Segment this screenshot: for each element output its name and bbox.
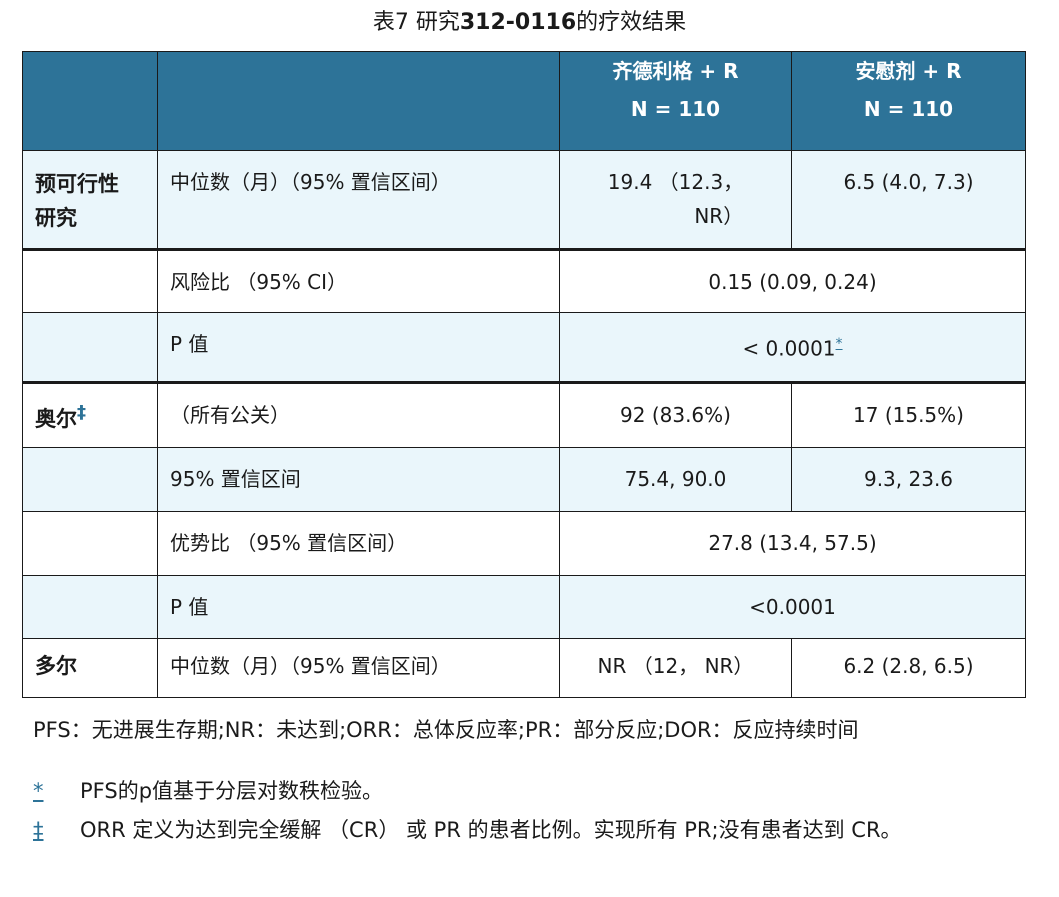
placebo-value: 6.5 (4.0, 7.3) <box>791 150 1026 250</box>
footnote-dagger-mark[interactable]: ‡ <box>33 818 44 842</box>
section-label: 多尔 <box>22 638 158 698</box>
section-label <box>22 575 158 639</box>
section-label <box>22 511 158 576</box>
merged-value: <0.0001 <box>559 575 1026 639</box>
treatment-value: NR （12， NR） <box>559 638 792 698</box>
row-label: 中位数（月）（95% 置信区间） <box>157 150 560 250</box>
table-row: 多尔 中位数（月）（95% 置信区间） NR （12， NR） 6.2 (2.8… <box>22 638 1026 698</box>
footnote-star: * PFS的p值基于分层对数秩检验。 <box>33 774 1023 808</box>
treatment-value: 19.4 （12.3， NR） <box>559 150 792 250</box>
footnote-star-mark[interactable]: * <box>33 779 44 803</box>
abbreviations-note: PFS：无进展生存期;NR：未达到;ORR：总体反应率;PR：部分反应;DOR：… <box>33 718 859 742</box>
p-value: < 0.0001 <box>742 336 836 361</box>
header-empty-2 <box>157 51 560 151</box>
footnote-dagger: ‡ ORR 定义为达到完全缓解 （CR） 或 PR 的患者比例。实现所有 PR;… <box>33 813 1023 883</box>
header-empty-1 <box>22 51 158 151</box>
table-row: 风险比 （95% CI） 0.15 (0.09, 0.24) <box>22 248 1026 313</box>
header-treatment-name: 齐德利格 + R <box>612 59 739 83</box>
caption-suffix: 的疗效结果 <box>576 10 687 35</box>
footnote-dagger-text: ORR 定义为达到完全缓解 （CR） 或 PR 的患者比例。实现所有 PR;没有… <box>80 818 902 842</box>
header-placebo: 安慰剂 + R N = 110 <box>791 51 1026 151</box>
footnote-star-text: PFS的p值基于分层对数秩检验。 <box>80 779 384 803</box>
footnote-dagger-link[interactable]: ‡ <box>77 402 86 423</box>
table-caption: 表7 研究312-0116的疗效结果 <box>0 8 1059 38</box>
row-label: P 值 <box>157 312 560 383</box>
section-label <box>22 447 158 512</box>
section-label <box>22 248 158 313</box>
table-header-row: 齐德利格 + R N = 110 安慰剂 + R N = 110 <box>22 51 1026 151</box>
section-name: 奥尔 <box>35 407 77 431</box>
placebo-value: 9.3, 23.6 <box>791 447 1026 512</box>
efficacy-table: 齐德利格 + R N = 110 安慰剂 + R N = 110 预可行性 研究… <box>22 51 1026 698</box>
merged-value: 0.15 (0.09, 0.24) <box>559 248 1026 313</box>
table-row: 预可行性 研究 中位数（月）（95% 置信区间） 19.4 （12.3， NR）… <box>22 150 1026 250</box>
section-label <box>22 312 158 383</box>
row-label: 优势比 （95% 置信区间） <box>157 511 560 576</box>
row-label: P 值 <box>157 575 560 639</box>
header-placebo-name: 安慰剂 + R <box>855 59 962 83</box>
header-treatment: 齐德利格 + R N = 110 <box>559 51 792 151</box>
table-row: 奥尔‡ （所有公关） 92 (83.6%) 17 (15.5%) <box>22 381 1026 448</box>
row-label: （所有公关） <box>157 381 560 448</box>
row-label: 95% 置信区间 <box>157 447 560 512</box>
table-row: P 值 <0.0001 <box>22 575 1026 639</box>
header-treatment-n: N = 110 <box>630 97 721 121</box>
placebo-value: 17 (15.5%) <box>791 381 1026 448</box>
row-label: 中位数（月）（95% 置信区间） <box>157 638 560 698</box>
caption-study: 312-0116 <box>459 10 577 35</box>
caption-prefix: 表7 研究 <box>372 10 460 35</box>
table-row: 优势比 （95% 置信区间） 27.8 (13.4, 57.5) <box>22 511 1026 576</box>
row-label: 风险比 （95% CI） <box>157 248 560 313</box>
footnote-star-link[interactable]: * <box>835 336 843 352</box>
table-row: 95% 置信区间 75.4, 90.0 9.3, 23.6 <box>22 447 1026 512</box>
treatment-value: 75.4, 90.0 <box>559 447 792 512</box>
placebo-value: 6.2 (2.8, 6.5) <box>791 638 1026 698</box>
header-placebo-n: N = 110 <box>863 97 954 121</box>
section-label: 奥尔‡ <box>22 381 158 448</box>
treatment-value: 92 (83.6%) <box>559 381 792 448</box>
merged-value: < 0.0001* <box>559 312 1026 383</box>
merged-value: 27.8 (13.4, 57.5) <box>559 511 1026 576</box>
table-row: P 值 < 0.0001* <box>22 312 1026 383</box>
section-label: 预可行性 研究 <box>22 150 158 250</box>
